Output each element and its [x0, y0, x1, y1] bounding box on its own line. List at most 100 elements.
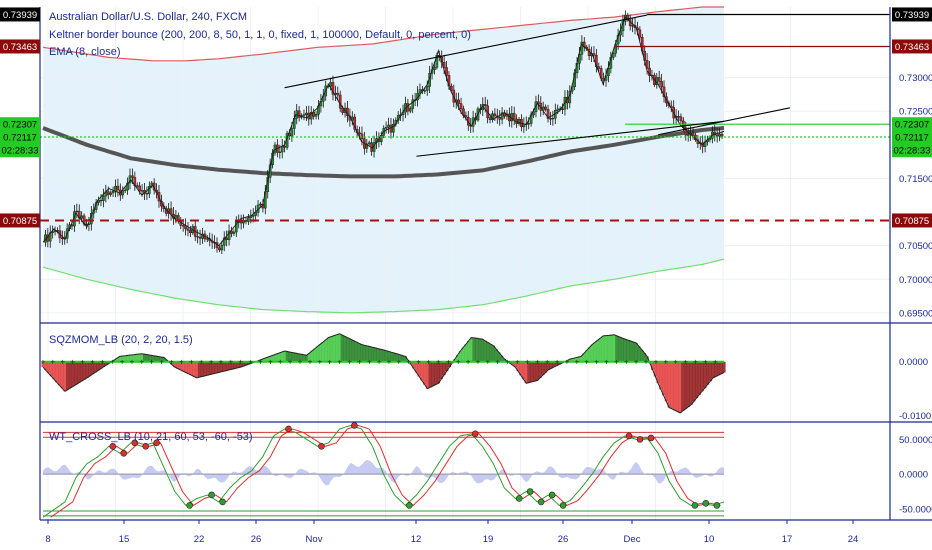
candle-body[interactable] — [196, 236, 199, 238]
candle-body[interactable] — [206, 238, 209, 240]
candle-body[interactable] — [718, 133, 721, 137]
candle-body[interactable] — [283, 145, 286, 148]
candle-body[interactable] — [314, 114, 318, 117]
candle-body[interactable] — [109, 192, 112, 195]
candle-body[interactable] — [691, 132, 695, 136]
candle-body[interactable] — [679, 116, 683, 122]
candle-body[interactable] — [597, 66, 601, 69]
candle-body[interactable] — [235, 221, 238, 233]
candle-body[interactable] — [140, 190, 144, 192]
candle-body[interactable] — [123, 189, 127, 192]
candle-body[interactable] — [498, 117, 502, 120]
squeeze-histogram[interactable] — [41, 333, 726, 413]
candle-body[interactable] — [450, 85, 453, 91]
candle-body[interactable] — [244, 220, 248, 222]
candle-body[interactable] — [61, 237, 64, 239]
candle-body[interactable] — [686, 134, 690, 136]
candle-body[interactable] — [549, 118, 552, 120]
candle-body[interactable] — [367, 142, 371, 145]
candle-body[interactable] — [181, 225, 185, 227]
candle-body[interactable] — [406, 103, 410, 112]
candle-body[interactable] — [488, 117, 492, 120]
wt1-line[interactable] — [42, 424, 725, 518]
candle-body[interactable] — [418, 89, 422, 94]
trendline[interactable] — [416, 120, 725, 157]
candle-body[interactable] — [715, 134, 719, 137]
candle-body[interactable] — [631, 25, 634, 27]
candle-body[interactable] — [662, 86, 666, 97]
candle-body[interactable] — [290, 128, 294, 137]
candle-body[interactable] — [409, 108, 412, 112]
trendline[interactable] — [284, 14, 648, 89]
candle-body[interactable] — [111, 190, 115, 194]
candle-body[interactable] — [232, 231, 236, 234]
candle-body[interactable] — [720, 133, 724, 137]
candle-body[interactable] — [464, 115, 468, 118]
ema-line[interactable] — [42, 16, 725, 247]
candle-body[interactable] — [638, 29, 642, 38]
horizontal-levels[interactable] — [40, 13, 890, 222]
candle-body[interactable] — [544, 106, 547, 110]
candle-body[interactable] — [660, 81, 663, 88]
candle-body[interactable] — [297, 110, 301, 118]
candle-body[interactable] — [126, 182, 129, 191]
candle-body[interactable] — [512, 113, 516, 120]
candle-body[interactable] — [336, 92, 340, 96]
candle-body[interactable] — [121, 190, 125, 196]
candle-body[interactable] — [500, 112, 504, 120]
candle-body[interactable] — [445, 67, 448, 76]
candle-body[interactable] — [360, 133, 364, 139]
candle-body[interactable] — [225, 237, 228, 240]
candle-body[interactable] — [425, 86, 429, 91]
candle-body[interactable] — [510, 113, 514, 122]
candle-body[interactable] — [331, 82, 335, 95]
candle-body[interactable] — [280, 145, 284, 153]
candle-body[interactable] — [302, 114, 306, 116]
candle-body[interactable] — [556, 108, 560, 111]
candle-body[interactable] — [493, 113, 497, 117]
candle-body[interactable] — [483, 104, 487, 107]
candle-body[interactable] — [220, 245, 224, 251]
candle-body[interactable] — [80, 215, 83, 219]
candle-body[interactable] — [305, 112, 308, 115]
candle-body[interactable] — [135, 185, 139, 187]
candle-body[interactable] — [239, 221, 243, 224]
candle-body[interactable] — [259, 203, 262, 206]
candle-body[interactable] — [247, 217, 250, 222]
candle-body[interactable] — [184, 225, 187, 230]
candle-body[interactable] — [174, 215, 178, 219]
candle-body[interactable] — [75, 210, 79, 213]
candle-body[interactable] — [222, 237, 226, 246]
candle-body[interactable] — [459, 103, 463, 110]
candle-body[interactable] — [341, 108, 344, 113]
candle-body[interactable] — [365, 143, 369, 149]
candle-body[interactable] — [338, 94, 342, 109]
candle-body[interactable] — [387, 124, 390, 128]
candle-body[interactable] — [546, 109, 550, 119]
candle-body[interactable] — [201, 233, 204, 239]
wt2-line[interactable] — [50, 424, 721, 518]
candle-body[interactable] — [278, 151, 282, 153]
candle-body[interactable] — [392, 123, 395, 133]
keltner-lower-band[interactable] — [42, 258, 725, 314]
candle-body[interactable] — [189, 230, 192, 234]
keltner-upper-band[interactable] — [42, 6, 724, 62]
candle-body[interactable] — [423, 90, 427, 92]
candle-body[interactable] — [457, 99, 460, 104]
candle-body[interactable] — [145, 193, 149, 195]
candle-body[interactable] — [551, 118, 555, 120]
candle-body[interactable] — [230, 230, 233, 234]
candle-body[interactable] — [592, 53, 596, 56]
candle-body[interactable] — [329, 82, 332, 87]
candle-body[interactable] — [102, 195, 105, 201]
candle-body[interactable] — [677, 116, 680, 118]
candle-body[interactable] — [251, 215, 255, 217]
candle-body[interactable] — [131, 175, 134, 178]
candle-body[interactable] — [198, 236, 202, 239]
candle-body[interactable] — [384, 126, 388, 129]
candle-body[interactable] — [411, 99, 415, 109]
candle-body[interactable] — [99, 199, 103, 202]
candle-body[interactable] — [527, 123, 531, 125]
candle-body[interactable] — [227, 230, 231, 240]
